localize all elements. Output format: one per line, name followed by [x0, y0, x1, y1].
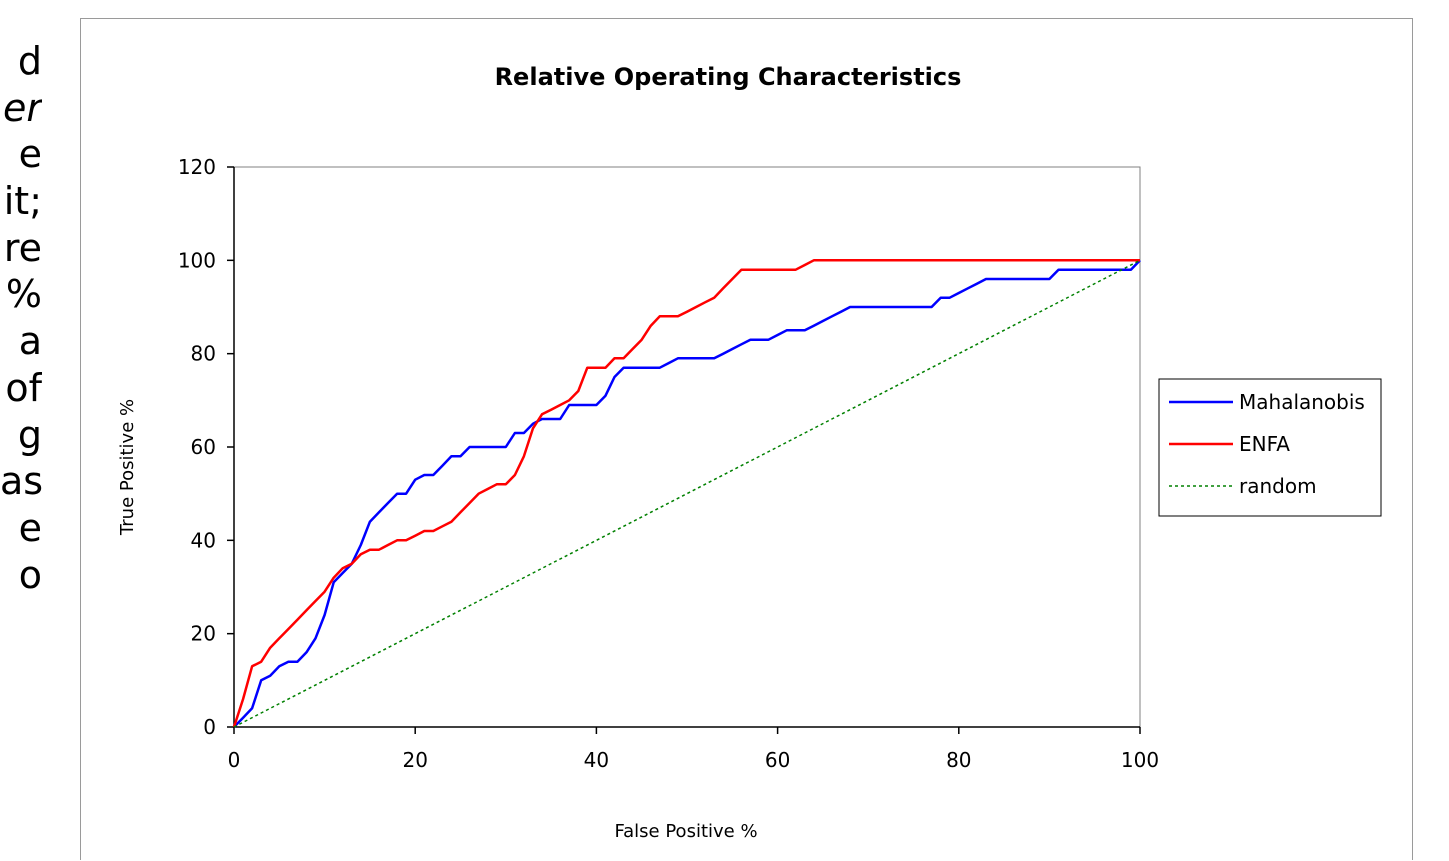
series-line-mahalanobis	[233, 259, 1141, 728]
y-tick-label: 100	[178, 248, 216, 272]
y-tick-label: 120	[178, 155, 216, 179]
y-tick-label: 0	[203, 715, 216, 739]
series-line-enfa	[232, 259, 1140, 728]
x-tick-label: 60	[765, 748, 790, 772]
side-text-line: e	[18, 132, 42, 177]
x-tick-label: 100	[1121, 748, 1159, 772]
side-text-line: re	[3, 225, 42, 270]
side-text-line: g	[17, 412, 42, 457]
side-text-line: it;	[3, 179, 42, 224]
side-text-line: e	[18, 505, 42, 550]
x-tick-label: 40	[584, 748, 609, 772]
roc-chart: Relative Operating Characteristics False…	[117, 63, 1382, 842]
legend-label-mahalanobis: Mahalanobis	[1239, 390, 1365, 414]
side-text-fragment: d er e it; re% a of g as e o	[0, 38, 42, 598]
chart-title: Relative Operating Characteristics	[495, 63, 962, 91]
y-tick-label: 80	[191, 342, 216, 366]
legend-label-enfa: ENFA	[1239, 432, 1290, 456]
y-tick-label: 40	[191, 528, 216, 552]
side-text-line: %	[5, 272, 42, 317]
chart-frame: Relative Operating Characteristics False…	[80, 18, 1413, 860]
plot-series	[232, 259, 1141, 728]
axis-ticks: 0 20 40 60 80 100 0 20 40 60 80 100 120	[178, 155, 1159, 772]
y-tick-label: 60	[191, 435, 216, 459]
plot-area	[233, 166, 1141, 728]
y-axis-label: True Positive %	[117, 399, 138, 536]
side-text-line: of	[5, 365, 42, 410]
series-line-random	[233, 259, 1141, 728]
legend: Mahalanobis ENFA random	[1158, 378, 1382, 517]
x-tick-label: 20	[402, 748, 427, 772]
side-text-line: d	[17, 39, 42, 83]
legend-label-random: random	[1239, 474, 1317, 498]
side-text-line: o	[18, 552, 42, 597]
y-tick-label: 20	[191, 622, 216, 646]
side-text-line: as	[0, 459, 42, 504]
x-axis-label: False Positive %	[614, 821, 757, 842]
side-text-line: a	[18, 319, 42, 364]
x-tick-label: 0	[228, 748, 241, 772]
x-tick-label: 80	[946, 748, 971, 772]
side-text-line: er	[2, 85, 42, 130]
